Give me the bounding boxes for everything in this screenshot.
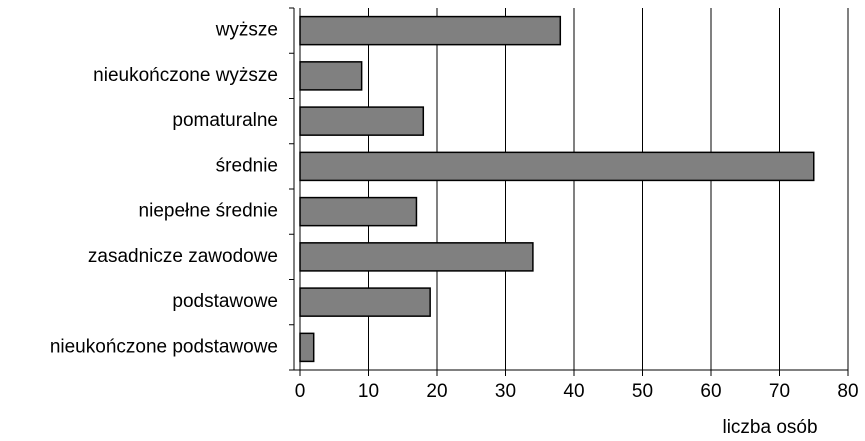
x-tick-label: 60 <box>700 381 721 402</box>
bar <box>299 242 534 272</box>
x-tick-label: 70 <box>769 381 790 402</box>
y-tick-label: średnie <box>216 155 278 176</box>
x-tick-label: 30 <box>495 381 516 402</box>
y-tick-label: podstawowe <box>172 291 278 312</box>
x-tick-label: 20 <box>426 381 447 402</box>
bar <box>299 61 363 91</box>
x-tick-label: 50 <box>632 381 653 402</box>
bar <box>299 15 562 46</box>
y-tick-label: nieukończone wyższe <box>93 65 278 86</box>
y-tick-label: niepełne średnie <box>139 201 278 222</box>
x-tick-label: 0 <box>295 381 306 402</box>
y-tick-label: wyższe <box>215 20 278 41</box>
y-tick-label: pomaturalne <box>172 110 278 131</box>
y-tick-label: zasadnicze zawodowe <box>88 246 278 267</box>
bar <box>299 196 418 227</box>
x-tick-label: 80 <box>837 381 858 402</box>
bar <box>299 287 431 317</box>
bar <box>299 151 815 182</box>
bar <box>299 332 315 363</box>
bar <box>299 106 425 136</box>
x-tick-label: 10 <box>358 381 379 402</box>
x-tick-label: 40 <box>563 381 584 402</box>
y-tick-label: nieukończone podstawowe <box>50 336 278 357</box>
x-axis-label: liczba osób <box>722 417 817 438</box>
